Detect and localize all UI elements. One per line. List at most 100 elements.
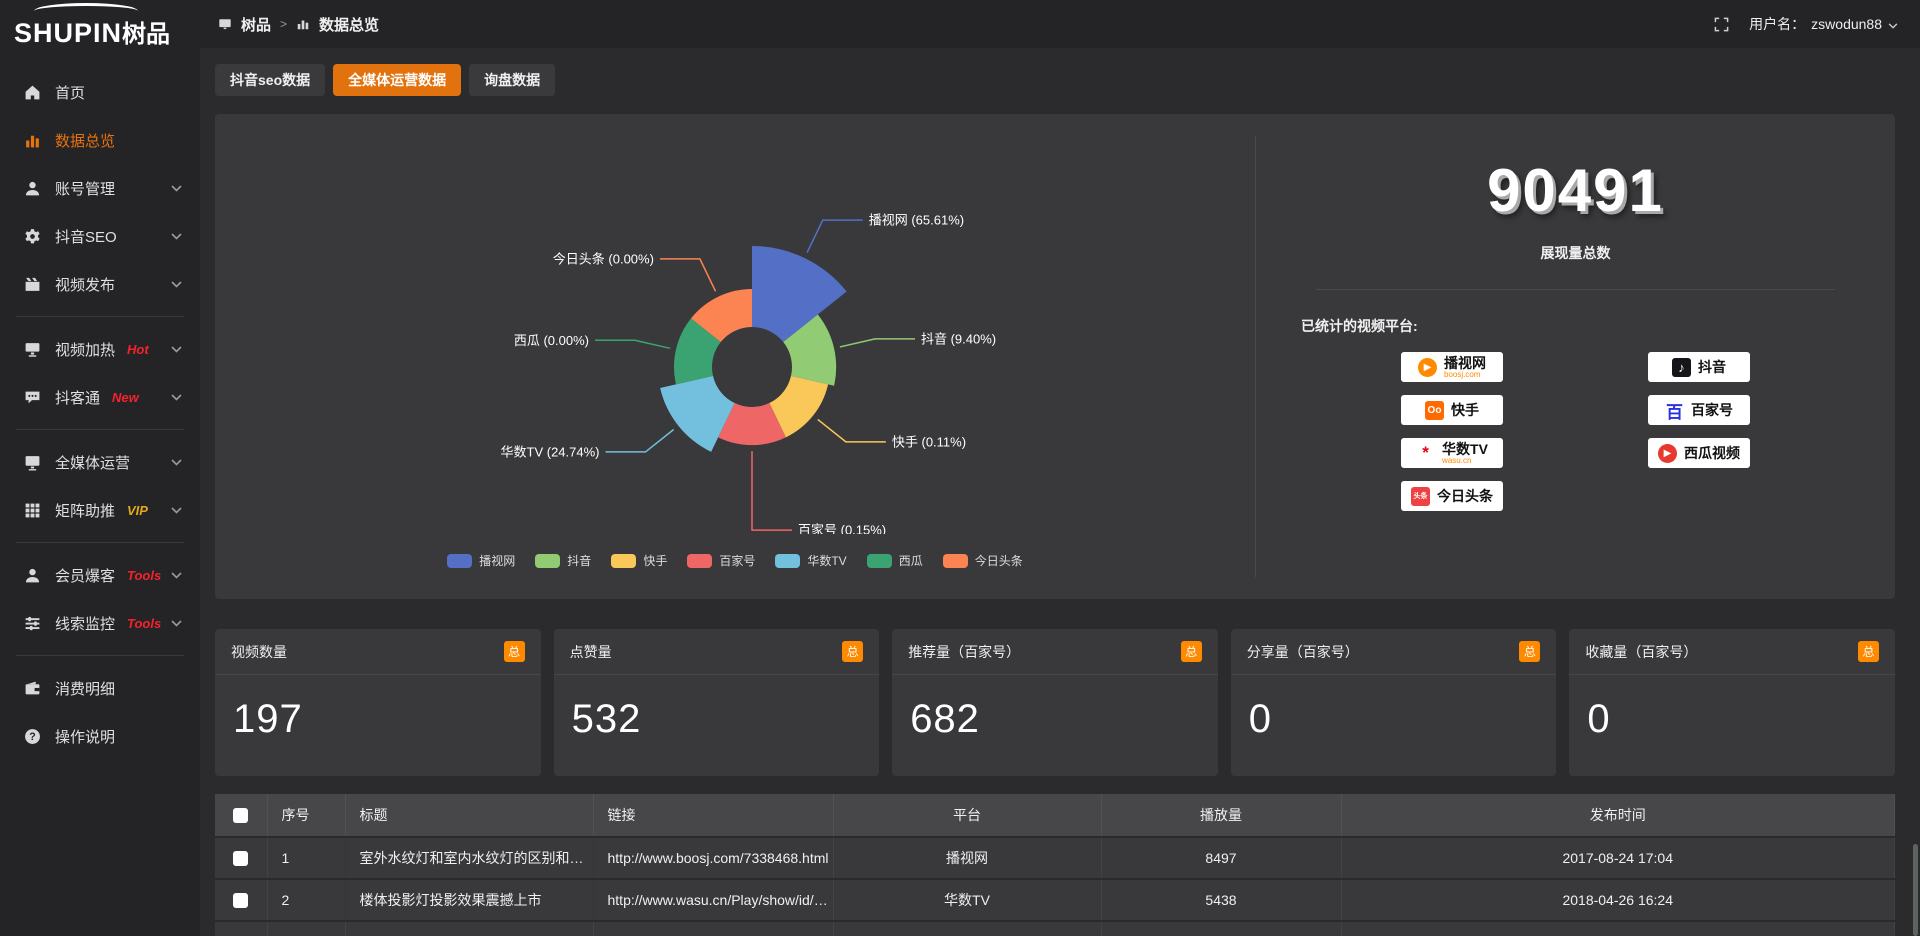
legend-item[interactable]: 播视网	[447, 552, 515, 569]
rose-pie-chart: 播视网 (65.61%) 抖音 (9.40%) 快手 (0.11%) 百家号 (0.1…	[501, 213, 997, 534]
platform-badges: ▶ 播视网 boosj.com Oo 快手 * 华数TV wasu.cn 头条 今日头条 ♪…	[1256, 352, 1895, 511]
legend-label: 华数TV	[807, 554, 847, 568]
tab-inquiry-data[interactable]: 询盘数据	[469, 64, 556, 96]
total-badge[interactable]: 总	[1519, 641, 1541, 662]
cell-platform: 播视网	[833, 836, 1102, 879]
column-header-no[interactable]: 序号	[267, 794, 346, 837]
legend-item[interactable]: 百家号	[687, 552, 755, 569]
sidebar-item-media-operation[interactable]: 全媒体运营	[0, 438, 200, 486]
total-badge[interactable]: 总	[1857, 641, 1879, 662]
cell-plays: 5438	[1101, 878, 1342, 921]
summary-divider	[1316, 289, 1835, 290]
label-line	[605, 428, 675, 453]
platform-badge-kuaishou[interactable]: Oo 快手	[1401, 395, 1503, 425]
sidebar-item-home[interactable]: 首页	[0, 68, 200, 116]
gear-icon	[24, 228, 41, 245]
bar-chart-icon	[296, 17, 310, 31]
cell-url-link[interactable]: http://www.wasu.cn/Play/show/id/952...	[593, 878, 834, 921]
panel-divider	[1255, 136, 1256, 577]
sidebar-item-member-baoke[interactable]: 会员爆客 Tools	[0, 551, 200, 599]
sidebar-item-douketong[interactable]: 抖客通 New	[0, 373, 200, 421]
stat-card-shares: 分享量（百家号） 总 0	[1230, 629, 1557, 776]
pie-slice-华数TV[interactable]	[660, 375, 735, 452]
legend-swatch	[866, 553, 892, 568]
legend-item[interactable]: 今日头条	[942, 552, 1023, 569]
tab-media-operation-data[interactable]: 全媒体运营数据	[333, 64, 462, 96]
legend-swatch	[942, 553, 968, 568]
column-header-link[interactable]: 链接	[593, 794, 834, 837]
pie-slice-百家号[interactable]	[718, 403, 786, 446]
sidebar-item-douyin-seo[interactable]: 抖音SEO	[0, 212, 200, 260]
vip-badge: VIP	[127, 502, 148, 518]
sidebar-item-account-management[interactable]: 账号管理	[0, 164, 200, 212]
legend-item[interactable]: 抖音	[535, 552, 591, 569]
platform-badge-xigua[interactable]: ▶ 西瓜视频	[1648, 438, 1750, 468]
pie-slice-今日头条[interactable]	[691, 289, 752, 343]
breadcrumb-current[interactable]: 数据总览	[319, 16, 380, 34]
column-header-publish-time[interactable]: 发布时间	[1341, 794, 1895, 837]
chevron-down-icon	[171, 184, 182, 192]
sidebar-menu: 首页 数据总览 账号管理 抖音SEO 视频发布 视频加热 Hot	[0, 68, 200, 760]
column-header-title[interactable]: 标题	[345, 794, 594, 837]
cell-url-link[interactable]: http://www.boosj.com/7338468.html	[593, 836, 834, 879]
chevron-down-icon	[1888, 16, 1898, 32]
matrix-grid-icon	[24, 502, 41, 519]
sidebar-item-clue-monitor[interactable]: 线索监控 Tools	[0, 599, 200, 647]
fullscreen-icon[interactable]	[1714, 17, 1729, 32]
impressions-total-value: 90491	[1487, 157, 1664, 224]
sidebar-divider	[16, 429, 184, 430]
tab-douyin-seo-data[interactable]: 抖音seo数据	[215, 64, 326, 96]
chevron-down-icon	[171, 280, 182, 288]
sidebar-item-label: 账号管理	[55, 180, 116, 198]
sidebar-item-consumption-detail[interactable]: 消费明细	[0, 664, 200, 712]
cell-no: 1	[267, 836, 346, 879]
platform-badge-wasu[interactable]: * 华数TV wasu.cn	[1401, 438, 1503, 468]
sidebar-item-video-publish[interactable]: 视频发布	[0, 260, 200, 308]
platform-name: 快手	[1451, 402, 1479, 418]
scrollbar-thumb[interactable]	[1913, 844, 1918, 936]
total-badge[interactable]: 总	[503, 641, 525, 662]
table-header-row: 序号 标题 链接 平台 播放量 发布时间	[215, 794, 1895, 837]
tools-badge: Tools	[127, 567, 162, 583]
cell-platform: 华数TV	[833, 878, 1102, 921]
pie-slice-西瓜[interactable]	[674, 318, 721, 385]
sidebar-item-video-heat[interactable]: 视频加热 Hot	[0, 325, 200, 373]
platform-badge-boosj[interactable]: ▶ 播视网 boosj.com	[1401, 352, 1503, 382]
platform-badge-baijiahao[interactable]: 百百家号	[1648, 395, 1750, 425]
column-header-platform[interactable]: 平台	[833, 794, 1102, 837]
user-menu[interactable]: 用户名： zswodun88	[1749, 14, 1898, 34]
pie-slice-快手[interactable]	[769, 375, 829, 438]
legend-swatch	[535, 553, 561, 568]
legend-item[interactable]: 快手	[611, 552, 667, 569]
platform-badge-douyin[interactable]: ♪ 抖音	[1648, 352, 1750, 382]
videos-table: 序号 标题 链接 平台 播放量 发布时间 1 室外水纹灯和室内水纹灯的区别和简介…	[215, 794, 1895, 936]
member-icon	[24, 567, 41, 584]
label-line	[595, 339, 671, 350]
xigua-logo-icon: ▶	[1658, 443, 1677, 463]
cell-title-link[interactable]: 室外水纹灯和室内水纹灯的区别和简介	[345, 836, 594, 879]
cell-title-link[interactable]: 楼体投影灯投影效果震撼上市	[345, 878, 594, 921]
row-checkbox[interactable]	[233, 850, 249, 866]
total-badge[interactable]: 总	[842, 641, 864, 662]
legend-label: 西瓜	[898, 554, 923, 568]
legend-label: 快手	[643, 554, 668, 568]
sidebar-item-data-overview[interactable]: 数据总览	[0, 116, 200, 164]
breadcrumb-root[interactable]: 树品	[241, 16, 272, 34]
platform-badge-toutiao[interactable]: 头条 今日头条	[1401, 481, 1503, 511]
select-all-checkbox[interactable]	[233, 807, 249, 823]
card-value: 682	[910, 697, 980, 741]
pie-slice-抖音[interactable]	[783, 314, 837, 386]
total-badge[interactable]: 总	[1180, 641, 1202, 662]
column-header-plays[interactable]: 播放量	[1101, 794, 1342, 837]
pie-label: 西瓜 (0.00%)	[514, 333, 589, 348]
legend-item[interactable]: 华数TV	[775, 552, 847, 569]
sidebar-item-matrix-boost[interactable]: 矩阵助推 VIP	[0, 486, 200, 534]
logo-arc	[34, 3, 138, 19]
row-checkbox[interactable]	[233, 892, 249, 908]
sidebar-item-operation-guide[interactable]: ? 操作说明	[0, 712, 200, 760]
username-value: zswodun88	[1811, 16, 1882, 32]
pie-slice-播视网[interactable]	[752, 246, 847, 343]
legend-item[interactable]: 西瓜	[866, 552, 923, 569]
data-tabs: 抖音seo数据 全媒体运营数据 询盘数据	[215, 64, 1895, 96]
chevron-down-icon	[171, 232, 182, 240]
